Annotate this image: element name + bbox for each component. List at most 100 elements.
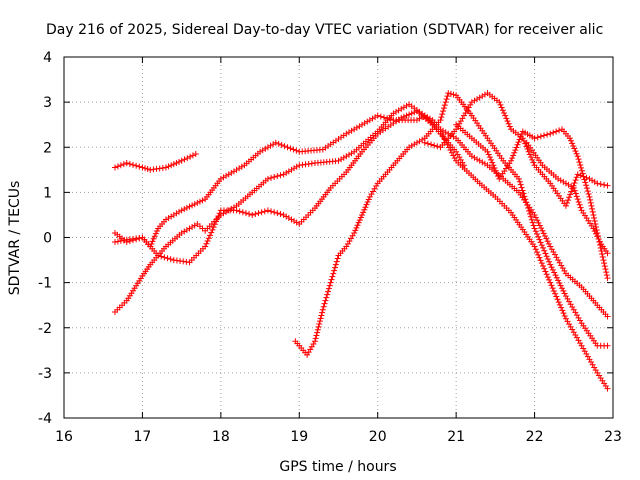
y-tick-label: 4 bbox=[43, 50, 52, 66]
data-point bbox=[537, 133, 544, 140]
data-point bbox=[283, 213, 290, 220]
data-point bbox=[130, 161, 137, 168]
data-point bbox=[603, 272, 610, 279]
data-point bbox=[534, 134, 541, 141]
y-tick-label: 2 bbox=[43, 140, 52, 156]
data-point bbox=[484, 148, 491, 155]
data-point bbox=[242, 210, 249, 217]
data-point bbox=[531, 243, 538, 250]
data-point bbox=[191, 201, 198, 208]
data-point bbox=[522, 196, 529, 203]
data-point bbox=[492, 167, 499, 174]
data-point bbox=[591, 228, 598, 235]
data-point bbox=[510, 152, 517, 159]
data-point bbox=[474, 96, 481, 103]
data-point bbox=[168, 162, 175, 169]
data-point bbox=[567, 323, 574, 330]
data-point bbox=[572, 331, 579, 338]
data-point bbox=[574, 153, 581, 160]
data-point bbox=[258, 209, 265, 216]
data-point bbox=[591, 217, 598, 224]
data-point bbox=[481, 160, 488, 167]
data-point bbox=[499, 107, 506, 114]
data-point bbox=[333, 258, 340, 265]
data-point bbox=[562, 202, 569, 209]
y-axis-label: SDTVAR / TECUs bbox=[7, 181, 23, 296]
data-point bbox=[526, 207, 533, 214]
data-point bbox=[542, 232, 549, 239]
data-point bbox=[438, 131, 445, 138]
data-point bbox=[411, 141, 418, 148]
data-point bbox=[471, 154, 478, 161]
data-point bbox=[486, 154, 493, 161]
data-point bbox=[576, 201, 583, 208]
data-point bbox=[544, 256, 551, 263]
data-point bbox=[569, 303, 576, 310]
data-point bbox=[437, 128, 444, 135]
data-point bbox=[310, 340, 317, 347]
data-point bbox=[441, 102, 448, 109]
data-point bbox=[518, 184, 525, 191]
data-point bbox=[591, 364, 598, 371]
y-tick-label: -4 bbox=[38, 411, 52, 427]
data-point bbox=[498, 104, 505, 111]
data-point bbox=[459, 115, 466, 122]
data-point bbox=[540, 132, 547, 139]
data-point bbox=[593, 223, 600, 230]
data-point bbox=[515, 139, 522, 146]
data-point bbox=[364, 118, 371, 125]
data-point bbox=[327, 279, 334, 286]
data-point bbox=[540, 262, 547, 269]
data-point bbox=[360, 209, 367, 216]
data-point bbox=[308, 343, 315, 350]
data-point bbox=[440, 127, 447, 134]
data-point bbox=[548, 246, 555, 253]
data-point bbox=[264, 144, 271, 151]
data-point bbox=[114, 238, 121, 245]
data-point bbox=[288, 216, 295, 223]
data-point bbox=[321, 300, 328, 307]
data-point bbox=[209, 226, 216, 233]
data-point bbox=[287, 145, 294, 152]
data-point bbox=[569, 326, 576, 333]
data-point bbox=[364, 199, 371, 206]
data-point bbox=[516, 136, 523, 143]
data-point bbox=[536, 254, 543, 261]
data-point bbox=[500, 109, 507, 116]
data-point bbox=[408, 142, 415, 149]
data-point bbox=[428, 141, 435, 148]
data-point bbox=[255, 210, 262, 217]
data-point bbox=[586, 193, 593, 200]
data-point bbox=[556, 301, 563, 308]
data-point bbox=[535, 251, 542, 258]
data-point bbox=[604, 250, 611, 257]
data-point bbox=[359, 121, 366, 128]
data-point bbox=[246, 211, 253, 218]
data-point bbox=[571, 145, 578, 152]
data-point bbox=[551, 269, 558, 276]
data-point bbox=[161, 254, 168, 261]
data-point bbox=[368, 191, 375, 198]
data-point bbox=[547, 243, 554, 250]
data-point bbox=[590, 225, 597, 232]
data-point bbox=[558, 304, 565, 311]
data-point bbox=[413, 117, 420, 124]
data-point bbox=[328, 276, 335, 283]
data-point bbox=[555, 257, 562, 264]
data-point bbox=[529, 156, 536, 163]
data-point bbox=[444, 93, 451, 100]
data-point bbox=[496, 99, 503, 106]
data-point bbox=[317, 315, 324, 322]
data-point bbox=[206, 232, 213, 239]
data-point bbox=[573, 312, 580, 319]
data-point bbox=[268, 208, 275, 215]
data-point bbox=[575, 198, 582, 205]
data-point bbox=[178, 157, 185, 164]
data-point bbox=[403, 102, 410, 109]
data-point bbox=[277, 211, 284, 218]
data-point bbox=[230, 168, 237, 175]
data-point bbox=[589, 208, 596, 215]
data-point bbox=[421, 139, 428, 146]
data-point bbox=[547, 261, 554, 268]
data-point bbox=[553, 293, 560, 300]
